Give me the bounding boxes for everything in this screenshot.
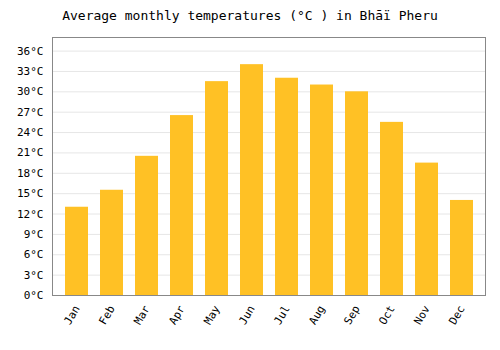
html-text:Average monthly temperatures (: Average monthly temperatures (°C ) in Bh…	[62, 8, 438, 23]
svg-text:Jan: Jan	[61, 303, 82, 327]
svg-text:27°C: 27°C	[17, 106, 44, 119]
svg-text:Jul: Jul	[271, 303, 292, 327]
svg-text:36°C: 36°C	[17, 45, 44, 58]
svg-text:21°C: 21°C	[17, 146, 44, 159]
svg-text:12°C: 12°C	[17, 208, 44, 221]
svg-text:18°C: 18°C	[17, 167, 44, 180]
svg-text:9°C: 9°C	[24, 228, 44, 241]
svg-text:Feb: Feb	[96, 303, 117, 327]
svg-text:15°C: 15°C	[17, 187, 44, 200]
svg-text:Sep: Sep	[341, 303, 362, 327]
svg-text:33°C: 33°C	[17, 65, 44, 78]
svg-text:Aug: Aug	[306, 303, 327, 327]
svg-text:Nov: Nov	[411, 303, 432, 327]
svg-text:24°C: 24°C	[17, 126, 44, 139]
svg-text:Oct: Oct	[376, 303, 397, 327]
svg-text:Jun: Jun	[236, 303, 257, 327]
svg-text:6°C: 6°C	[24, 248, 44, 261]
svg-text:Dec: Dec	[446, 303, 467, 327]
svg-text:30°C: 30°C	[17, 85, 44, 98]
svg-text:3°C: 3°C	[24, 269, 44, 282]
svg-text:Apr: Apr	[166, 303, 187, 327]
svg-text:Mar: Mar	[131, 303, 152, 327]
svg-text:0°C: 0°C	[24, 289, 44, 302]
svg-text:May: May	[201, 303, 222, 327]
